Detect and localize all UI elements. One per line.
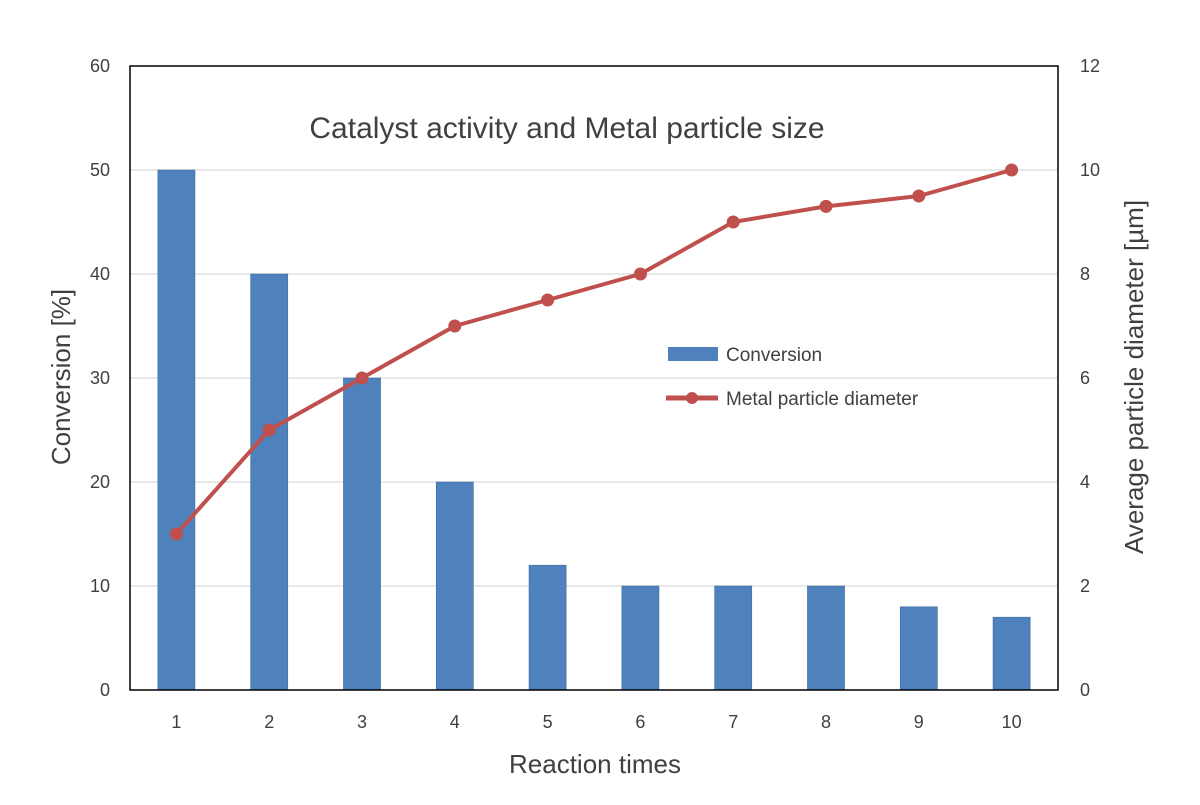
diameter-point <box>262 423 276 437</box>
x-tick-label: 1 <box>171 712 181 732</box>
y-tick-label: 30 <box>90 368 110 388</box>
x-tick-label: 7 <box>728 712 738 732</box>
y2-tick-label: 12 <box>1080 56 1100 76</box>
diameter-point <box>726 215 740 229</box>
diameter-point <box>819 199 833 213</box>
conversion-bar <box>528 564 567 691</box>
x-tick-label: 2 <box>264 712 274 732</box>
diameter-point <box>1005 163 1019 177</box>
diameter-point <box>633 267 647 281</box>
conversion-bar <box>157 169 196 691</box>
x-axis-title: Reaction times <box>509 749 681 779</box>
y2-tick-label: 10 <box>1080 160 1100 180</box>
y2-tick-label: 6 <box>1080 368 1090 388</box>
legend-diameter-label: Metal particle diameter <box>726 389 919 410</box>
legend-diameter-marker <box>686 392 698 404</box>
y-tick-label: 50 <box>90 160 110 180</box>
y-tick-label: 0 <box>100 680 110 700</box>
conversion-bar <box>343 377 381 691</box>
y-tick-label: 10 <box>90 576 110 596</box>
diameter-point <box>912 189 926 203</box>
conversion-bar <box>435 481 474 691</box>
conversion-bar <box>992 616 1031 691</box>
conversion-bar <box>714 585 753 691</box>
x-tick-label: 5 <box>543 712 553 732</box>
conversion-bar <box>621 585 660 691</box>
diameter-point <box>355 371 369 385</box>
conversion-bars <box>157 169 1031 691</box>
x-tick-label: 4 <box>450 712 460 732</box>
x-tick-label: 9 <box>914 712 924 732</box>
plot-area-frame <box>129 65 1059 691</box>
plot-frame <box>129 65 1059 691</box>
diameter-point <box>448 319 462 333</box>
diameter-point <box>541 293 555 307</box>
legend-conversion-label: Conversion <box>726 345 822 366</box>
conversion-bar <box>250 273 289 691</box>
conversion-bar <box>807 585 845 691</box>
y-axis-title: Conversion [%] <box>46 289 76 465</box>
y-tick-label: 60 <box>90 56 110 76</box>
y-tick-label: 40 <box>90 264 110 284</box>
y2-tick-label: 4 <box>1080 472 1090 492</box>
y2-tick-label: 8 <box>1080 264 1090 284</box>
particle-diameter-line <box>169 163 1019 541</box>
y2-tick-label: 0 <box>1080 680 1090 700</box>
x-tick-label: 10 <box>1002 712 1022 732</box>
diameter-line <box>174 168 1014 536</box>
y2-axis-title: Average particle diameter [µm] <box>1119 200 1149 554</box>
x-tick-label: 6 <box>635 712 645 732</box>
diameter-point <box>169 527 183 541</box>
chart-title: Catalyst activity and Metal particle siz… <box>309 112 824 145</box>
legend-conversion-swatch <box>668 347 718 361</box>
y-tick-label: 20 <box>90 472 110 492</box>
conversion-bar <box>899 606 938 691</box>
y2-tick-label: 2 <box>1080 576 1090 596</box>
x-tick-label: 8 <box>821 712 831 732</box>
legend: Conversion Metal particle diameter <box>666 345 919 410</box>
x-tick-label: 3 <box>357 712 367 732</box>
